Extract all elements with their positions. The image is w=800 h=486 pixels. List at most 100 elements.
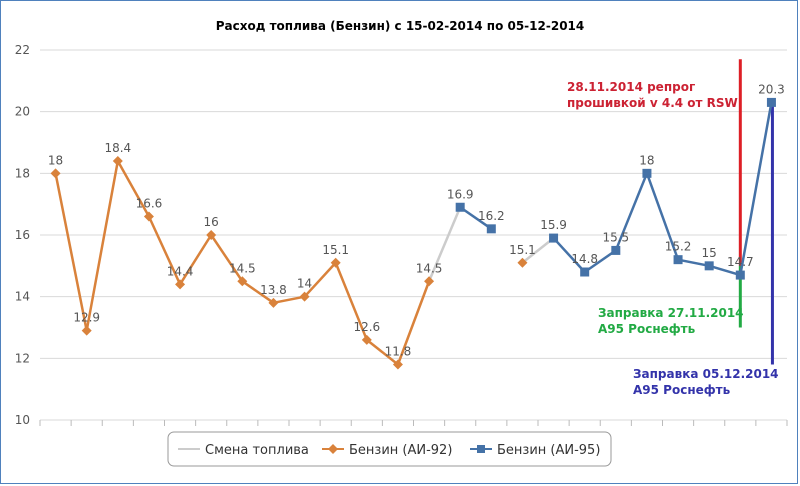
data-point[interactable] [268, 297, 279, 308]
data-label: 15.1 [322, 243, 349, 257]
data-label: 16.9 [447, 187, 474, 201]
data-point[interactable] [735, 270, 745, 280]
series-segment [54, 172, 88, 332]
data-label: 14 [297, 277, 312, 291]
data-point[interactable] [50, 168, 61, 179]
data-point[interactable] [175, 279, 186, 290]
annotation-refuel-2: Заправка 05.12.2014 А95 Роснефть [633, 367, 783, 397]
data-point[interactable] [455, 202, 465, 212]
data-label: 12.9 [73, 311, 100, 325]
data-label: 18.4 [104, 141, 131, 155]
data-label: 14.5 [229, 261, 256, 275]
data-point[interactable] [299, 291, 310, 302]
series-segment [645, 172, 680, 261]
legend: Смена топлива Бензин (АИ-92) Бензин (АИ-… [167, 431, 612, 467]
annotation-refuel-2-line-2: А95 Роснефть [633, 383, 731, 397]
data-label: 20.3 [758, 82, 785, 96]
data-label: 14.5 [416, 261, 443, 275]
annotation-reflash: 28.11.2014 репрог прошивкой v 4.4 от RSW [567, 80, 738, 110]
y-tick-label: 22 [15, 43, 30, 57]
series-segment [365, 338, 400, 366]
series-0 [427, 206, 555, 283]
data-point[interactable] [580, 267, 590, 277]
data-point[interactable] [673, 255, 683, 265]
series-segment [209, 233, 244, 283]
data-point[interactable] [517, 257, 528, 268]
data-labels: 18 12.9 18.4 16.6 14.4 16 14.5 13.8 14 15.1 12.6 11… [48, 82, 785, 358]
series-segment [707, 264, 742, 277]
legend-label-fuel-change: Смена топлива [205, 443, 309, 458]
data-point[interactable] [549, 233, 559, 243]
data-label: 12.6 [353, 320, 380, 334]
data-point[interactable] [206, 230, 217, 240]
series-segment [272, 295, 306, 305]
series-segment [458, 206, 493, 231]
annotation-reflash-line-2: прошивкой v 4.4 от RSW [567, 96, 738, 110]
series-segment [396, 280, 431, 366]
series-segment [521, 236, 555, 264]
series-segment [241, 280, 275, 305]
data-point[interactable] [112, 156, 123, 166]
y-tick-label: 12 [15, 351, 30, 365]
data-point[interactable] [143, 211, 154, 222]
legend-label-ai92: Бензин (АИ-92) [349, 443, 452, 458]
series-segment [334, 261, 369, 342]
y-tick-label: 18 [15, 166, 30, 180]
data-label: 15.1 [509, 243, 536, 257]
data-point[interactable] [81, 325, 92, 336]
data-label: 15.2 [665, 240, 692, 254]
chart-title: Расход топлива (Бензин) с 15-02-2014 по … [216, 19, 585, 33]
data-point[interactable] [486, 224, 496, 234]
series-segment [614, 172, 649, 252]
series-segment [552, 236, 586, 274]
annotation-refuel-2-line-1: Заправка 05.12.2014 [633, 367, 779, 381]
data-point[interactable] [392, 359, 403, 370]
series-segment [676, 258, 711, 268]
series-segment [178, 233, 213, 286]
series-segment [85, 159, 120, 332]
series-2 [455, 97, 776, 280]
data-point[interactable] [237, 276, 248, 287]
legend-item-ai95[interactable]: Бензин (АИ-95) [470, 443, 600, 458]
data-point[interactable] [766, 97, 776, 107]
y-axis: 10 12 14 16 18 20 22 [15, 43, 30, 427]
data-label: 15 [702, 246, 717, 260]
data-point[interactable] [642, 168, 652, 178]
data-point[interactable] [361, 334, 372, 345]
legend-label-ai95: Бензин (АИ-95) [497, 443, 600, 458]
data-point[interactable] [704, 261, 714, 271]
series-segment [739, 101, 773, 277]
y-tick-label: 14 [15, 290, 30, 304]
data-label: 16 [204, 215, 219, 229]
series-1 [50, 156, 528, 370]
data-label: 14.4 [167, 264, 194, 278]
legend-item-ai92[interactable]: Бензин (АИ-92) [322, 443, 452, 458]
data-point[interactable] [611, 245, 621, 255]
series-layer [50, 97, 776, 370]
data-label: 16.6 [136, 197, 163, 211]
annotation-refuel-1: Заправка 27.11.2014 А95 Роснефть [598, 306, 748, 336]
series-segment [583, 249, 618, 274]
x-axis [39, 420, 788, 426]
data-label: 11.8 [385, 345, 412, 359]
series-segment [303, 261, 337, 298]
annotation-refuel-1-line-1: Заправка 27.11.2014 [598, 306, 744, 320]
series-segment [147, 215, 182, 286]
data-label: 15.9 [540, 218, 567, 232]
data-label: 15.5 [602, 230, 629, 244]
legend-box [167, 431, 612, 467]
y-tick-label: 20 [15, 105, 30, 119]
legend-item-fuel-change[interactable]: Смена топлива [178, 443, 309, 458]
y-tick-label: 16 [15, 228, 30, 242]
data-point[interactable] [330, 257, 341, 268]
data-label: 18 [639, 153, 654, 167]
series-segment [116, 159, 151, 218]
data-label: 16.2 [478, 209, 505, 223]
legend-swatch-ai95-marker [477, 445, 485, 453]
data-label: 18 [48, 153, 63, 167]
data-label: 13.8 [260, 283, 287, 297]
y-tick-label: 10 [15, 413, 30, 427]
data-point[interactable] [424, 276, 435, 287]
